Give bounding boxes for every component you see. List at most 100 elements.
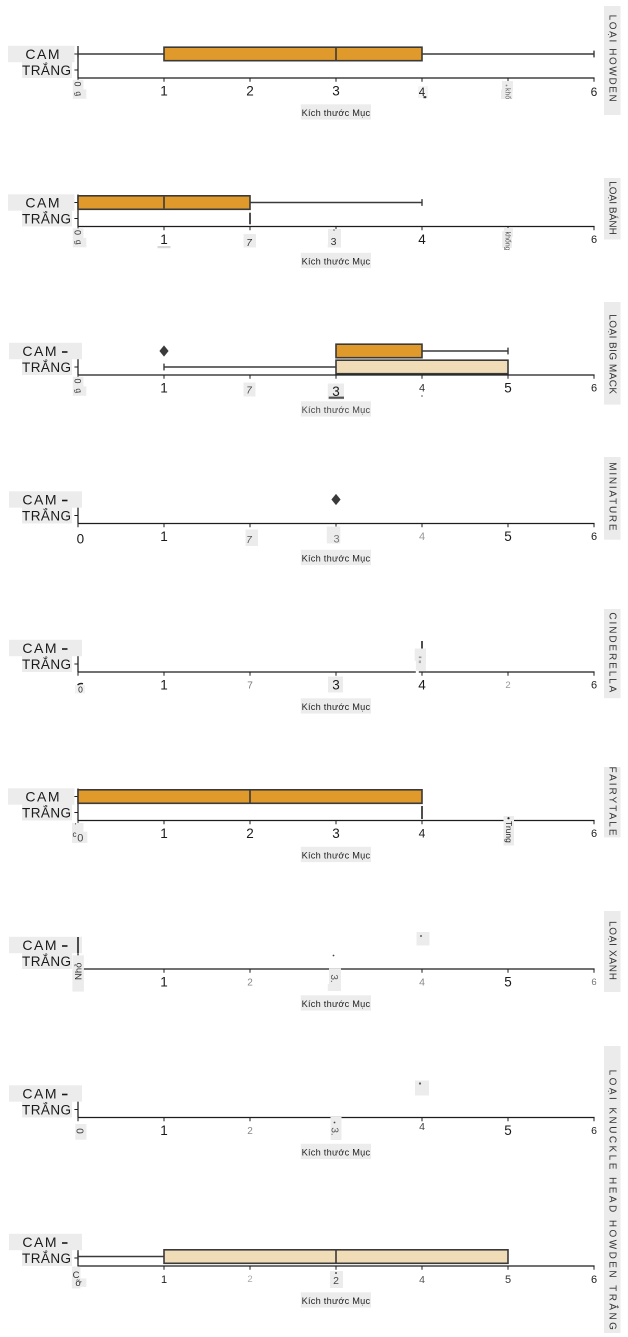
svg-text:3: 3 (332, 678, 340, 693)
svg-text:1: 1 (160, 678, 168, 693)
svg-text:Kích thước Mục: Kích thước Mục (302, 999, 371, 1009)
svg-text:4: 4 (419, 87, 426, 99)
svg-text:6: 6 (591, 85, 598, 99)
svg-text:3: 3 (331, 236, 337, 248)
svg-text:Trung: Trung (504, 821, 514, 843)
svg-text:5: 5 (504, 381, 512, 396)
svg-text:TRẮNG: TRẮNG (22, 211, 72, 226)
svg-text:7: 7 (246, 535, 252, 546)
svg-text:1: 1 (161, 1274, 167, 1286)
svg-text:TRẮNG: TRẮNG (22, 1251, 72, 1266)
svg-text:ỡ: ỡ (75, 1278, 81, 1289)
svg-text:TRẮNG: TRẮNG (22, 360, 72, 375)
svg-text:4: 4 (419, 1274, 425, 1286)
svg-text:2: 2 (246, 826, 254, 841)
svg-text:khổ: khổ (504, 88, 512, 99)
svg-text:CAM: CAM (25, 789, 61, 805)
svg-text:LOẠI HOWDEN: LOẠI HOWDEN (607, 15, 618, 104)
svg-text:1: 1 (160, 232, 168, 247)
svg-text:0: 0 (77, 833, 83, 845)
svg-text:CAM: CAM (22, 640, 58, 656)
svg-text:1: 1 (160, 84, 168, 99)
svg-text:CAM: CAM (22, 1086, 58, 1102)
svg-text:4: 4 (419, 531, 425, 543)
svg-text:CAM: CAM (22, 492, 58, 508)
svg-text:2: 2 (505, 680, 510, 691)
svg-text:c: c (73, 830, 77, 839)
svg-text:6: 6 (591, 383, 597, 395)
svg-text:6: 6 (591, 1125, 597, 1137)
svg-text:6: 6 (591, 234, 597, 246)
svg-text:3: 3 (333, 534, 339, 546)
svg-text:4: 4 (419, 1121, 425, 1133)
svg-text:LOẠI KNUCKLE HEAD HOWDEN TRẮNG: LOẠI KNUCKLE HEAD HOWDEN TRẮNG (607, 1070, 620, 1333)
svg-text:5: 5 (504, 1123, 512, 1138)
svg-text:CAM: CAM (22, 343, 58, 359)
svg-text:CAM: CAM (22, 1234, 58, 1250)
svg-text:C: C (73, 1270, 80, 1281)
svg-text:7: 7 (247, 681, 253, 692)
svg-text:TRẮNG: TRẮNG (22, 657, 72, 672)
svg-text:0: 0 (74, 1128, 85, 1134)
svg-text:0: 0 (78, 684, 83, 694)
svg-text:CAM: CAM (25, 195, 61, 211)
svg-text:Kích thước Mục: Kích thước Mục (302, 108, 371, 118)
svg-text:g: g (73, 238, 84, 246)
svg-text:TRẮNG: TRẮNG (22, 954, 72, 969)
svg-text:CAM: CAM (25, 46, 61, 62)
svg-text:Kích thước Mục: Kích thước Mục (302, 257, 371, 267)
svg-text:5: 5 (504, 529, 512, 544)
svg-text:2: 2 (246, 84, 254, 99)
svg-text:Kích thước Mục: Kích thước Mục (302, 554, 371, 564)
svg-text:TRẮNG: TRẮNG (22, 805, 72, 820)
svg-text:TRẮNG: TRẮNG (22, 1102, 72, 1117)
svg-text:6: 6 (591, 977, 596, 988)
svg-text:4: 4 (419, 977, 425, 989)
svg-text:Kích thước Mục: Kích thước Mục (302, 1148, 371, 1158)
svg-text:Nhỏ: Nhỏ (74, 963, 85, 980)
svg-text:1: 1 (160, 529, 168, 544)
svg-text:2: 2 (247, 978, 253, 989)
svg-text:LOẠI BIG MACK: LOẠI BIG MACK (607, 314, 618, 394)
svg-text:6: 6 (591, 1274, 597, 1286)
svg-text:Kích thước Mục: Kích thước Mục (302, 1296, 371, 1306)
svg-text:3: 3 (332, 384, 340, 399)
svg-text:1: 1 (160, 1123, 168, 1138)
svg-text:TRẮNG: TRẮNG (22, 508, 72, 523)
svg-text:7: 7 (246, 238, 252, 249)
svg-text:khổng: khổng (504, 232, 512, 251)
svg-text:g: g (73, 387, 84, 395)
svg-text:': ' (75, 823, 76, 830)
svg-text:LOẠI BÁNH: LOẠI BÁNH (607, 181, 620, 235)
svg-text:CINDERELLA: CINDERELLA (607, 612, 618, 694)
svg-text:1: 1 (160, 381, 168, 396)
svg-text:4: 4 (418, 232, 426, 247)
svg-text:3: 3 (332, 826, 340, 841)
svg-text:0: 0 (72, 378, 82, 383)
svg-text:g: g (73, 90, 84, 98)
svg-text:0: 0 (77, 532, 85, 547)
svg-text:2: 2 (247, 1126, 253, 1137)
svg-text:Kích thước Mục: Kích thước Mục (302, 851, 371, 861)
svg-text:1: 1 (160, 826, 168, 841)
svg-text:6: 6 (591, 828, 597, 840)
svg-text:4: 4 (419, 827, 426, 841)
svg-text:3: 3 (332, 84, 340, 99)
svg-text:CAM: CAM (22, 937, 58, 953)
svg-text:0: 0 (72, 230, 82, 235)
svg-text:7: 7 (246, 386, 252, 397)
svg-text:MINIATURE: MINIATURE (607, 462, 618, 532)
svg-text:4: 4 (418, 678, 426, 693)
svg-text:3.: 3. (329, 1127, 340, 1135)
svg-text:3.: 3. (328, 974, 339, 982)
svg-text:Kích thước Mục: Kích thước Mục (302, 702, 371, 712)
svg-text:TRẮNG: TRẮNG (22, 63, 72, 78)
svg-text:2: 2 (333, 1275, 339, 1287)
svg-text:1: 1 (160, 975, 168, 990)
svg-text:2: 2 (247, 1274, 252, 1285)
svg-text:LOẠI XANH: LOẠI XANH (607, 921, 618, 981)
svg-text:FAIRYTALE: FAIRYTALE (607, 767, 618, 838)
svg-text:6: 6 (591, 531, 597, 543)
svg-text:5: 5 (505, 1274, 511, 1286)
svg-text:0: 0 (72, 81, 82, 86)
